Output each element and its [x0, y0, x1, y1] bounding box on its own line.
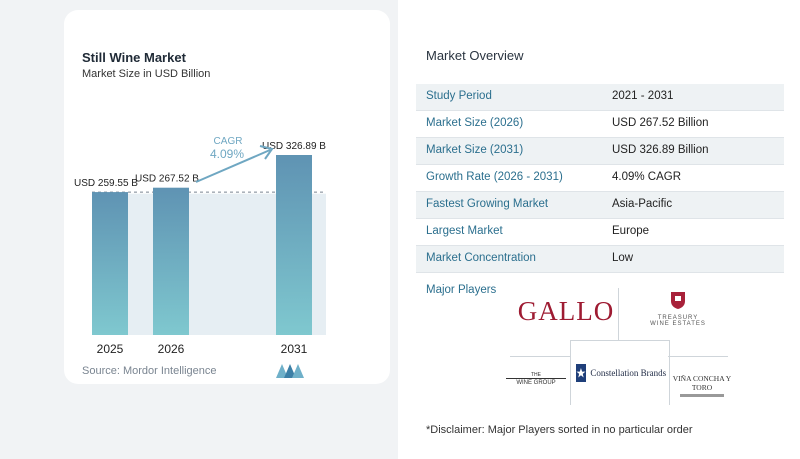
logo-divider [510, 356, 570, 357]
chart-subtitle: Market Size in USD Billion [82, 68, 211, 80]
logo-box [570, 340, 670, 405]
source-text: Source: Mordor Intelligence [82, 365, 217, 377]
overview-value: 4.09% CAGR [612, 171, 682, 183]
overview-value: Asia-Pacific [612, 198, 673, 210]
overview-row: Largest Market Europe [416, 219, 784, 246]
bar-chart: USD 259.55 B 2025 USD 267.52 B 2026 USD 326.… [74, 136, 326, 356]
overview-key: Market Size (2031) [426, 144, 524, 156]
overview-panel: Market Overview Study Period 2021 - 2031 M… [398, 0, 800, 459]
mordor-logo-icon [276, 364, 304, 378]
cagr-arrow [195, 149, 271, 183]
category-label: 2025 [97, 342, 124, 356]
overview-value: 2021 - 2031 [612, 90, 674, 102]
value-label: USD 259.55 B [74, 178, 138, 189]
category-label: 2026 [158, 342, 185, 356]
cagr-arrowhead [259, 145, 274, 160]
disclaimer: *Disclaimer: Major Players sorted in no … [426, 424, 693, 436]
overview-value: Europe [612, 225, 650, 237]
overview-value: USD 326.89 Billion [612, 144, 709, 156]
chart-card: Still Wine Market Market Size in USD Bil… [64, 10, 390, 384]
overview-row: Market Size (2031) USD 326.89 Billion [416, 138, 784, 165]
overview-value: USD 267.52 Billion [612, 117, 709, 129]
gallo-logo: GALLO [517, 296, 615, 326]
value-label: USD 326.89 B [262, 141, 326, 152]
star-icon [575, 364, 586, 382]
overview-row: Study Period 2021 - 2031 [416, 84, 784, 111]
concha-y-toro-logo: VIÑA CONCHA Y TORO [668, 374, 736, 397]
overview-row: Growth Rate (2026 - 2031) 4.09% CAGR [416, 165, 784, 192]
category-label: 2031 [281, 342, 308, 356]
overview-key: Fastest Growing Market [426, 198, 549, 210]
bar-2025 [92, 192, 128, 335]
logo-divider [618, 288, 619, 340]
overview-key: Market Concentration [426, 252, 536, 264]
overview-key: Growth Rate (2026 - 2031) [426, 171, 563, 183]
overview-key: Market Size (2026) [426, 117, 524, 129]
wine-group-logo: THE WINE GROUP [506, 372, 566, 386]
cagr-label: CAGR [214, 136, 243, 147]
overview-key: Study Period [426, 90, 492, 102]
overview-title: Market Overview [426, 48, 524, 63]
value-label: USD 267.52 B [135, 174, 199, 185]
overview-row: Fastest Growing Market Asia-Pacific [416, 192, 784, 219]
cagr-value: 4.09% [210, 147, 244, 161]
bar-2026 [153, 187, 189, 335]
major-players-label: Major Players [426, 284, 497, 296]
chart-title: Still Wine Market [82, 50, 186, 65]
bar-2031 [276, 155, 312, 335]
constellation-brands-logo: Constellation Brands [574, 364, 668, 382]
overview-row: Market Concentration Low [416, 246, 784, 273]
overview-row: Market Size (2026) USD 267.52 Billion [416, 111, 784, 138]
crest-icon [671, 292, 685, 309]
logo-divider [668, 356, 728, 357]
treasury-wine-estates-logo: TREASURY WINE ESTATES [638, 290, 718, 327]
overview-value: Low [612, 252, 634, 264]
overview-key: Largest Market [426, 225, 503, 237]
